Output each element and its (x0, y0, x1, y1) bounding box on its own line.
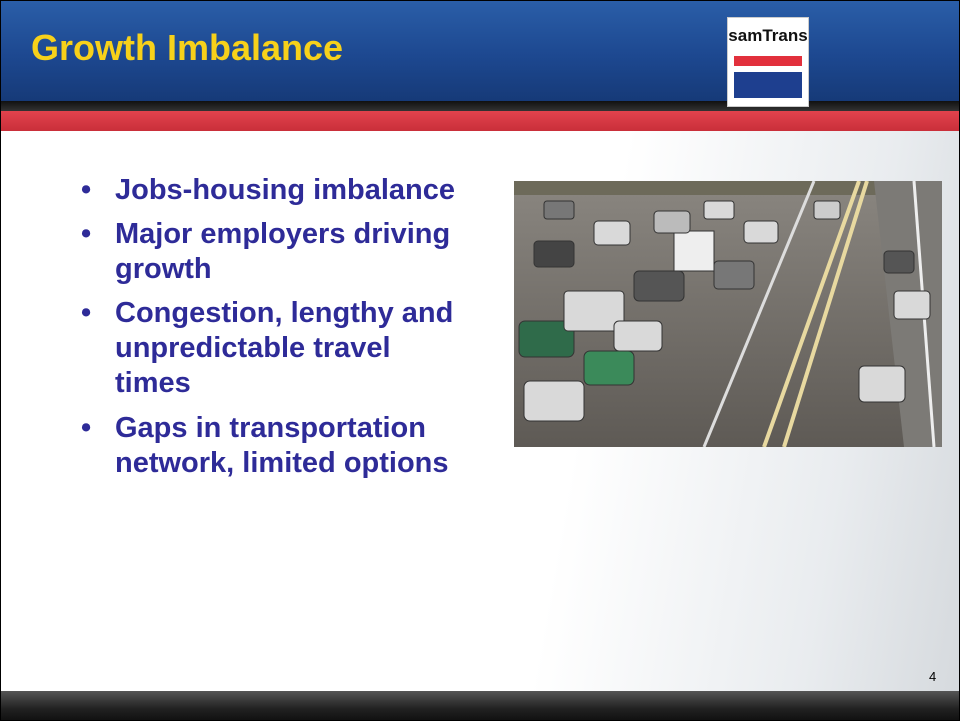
traffic-photo (514, 181, 942, 447)
slide-title: Growth Imbalance (31, 27, 343, 69)
bullet-list: Jobs-housing imbalance Major employers d… (81, 173, 535, 490)
red-stripe (1, 111, 959, 131)
bullet: Jobs-housing imbalance (81, 173, 465, 208)
logo-text: samTrans (728, 26, 808, 46)
bullet: Congestion, lengthy and unpredictable tr… (81, 296, 465, 401)
logo: samTrans (727, 17, 809, 107)
bullet: Major employers driving growth (81, 217, 465, 287)
bullet: Gaps in transportation network, limited … (81, 411, 535, 481)
logo-red-bar (734, 56, 802, 66)
header-divider (1, 101, 959, 111)
logo-blue-bar (734, 72, 802, 98)
slide: Growth Imbalance samTrans Jobs-housing i… (0, 0, 960, 721)
footer-bar (1, 691, 959, 720)
page-number: 4 (929, 669, 936, 684)
